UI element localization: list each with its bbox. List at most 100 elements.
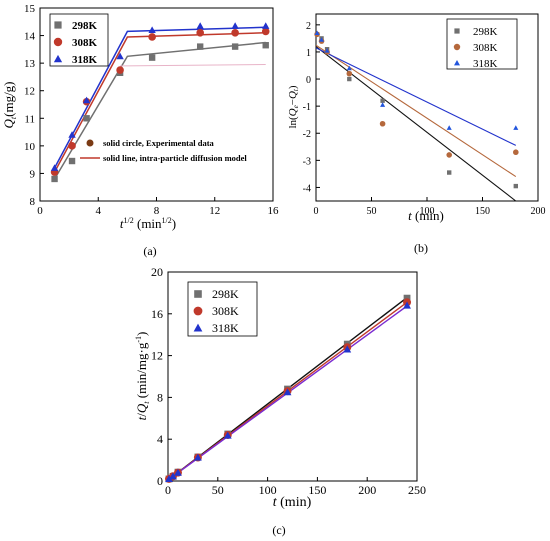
- panel-c-point-318K: [165, 475, 173, 483]
- panel-a-xtick-label: 16: [268, 205, 280, 217]
- panel-c-ytick-label: 8: [157, 390, 163, 404]
- annotation-marker-icon: [86, 139, 94, 147]
- panel-b-legend-marker-298K: [454, 28, 460, 34]
- panel-b-xtick-label: 200: [531, 206, 546, 217]
- panel-a-point-318K: [50, 164, 59, 171]
- panel-a-ytick-label: 14: [24, 31, 36, 43]
- panel-b-point-318K: [324, 48, 330, 53]
- panel-b-point-318K: [319, 37, 325, 42]
- panel-c-xtick-label: 150: [308, 483, 326, 497]
- panel-c-ytick-label: 12: [151, 349, 163, 363]
- panel-c-ylabel: t/Qt (min/mg·g-1): [134, 332, 151, 421]
- panel-c-xtick-label: 200: [358, 483, 376, 497]
- panel-c-point-318K: [174, 468, 182, 476]
- panel-b-legend: 298K 308K 318K: [446, 18, 518, 70]
- panel-b-ytick-label: 1: [306, 48, 311, 59]
- annotation-experimental: solid circle, Experimental data: [103, 138, 215, 148]
- panel-c-legend-marker-308K: [193, 306, 203, 316]
- panel-b-legend-label-308K: 308K: [473, 42, 498, 54]
- panel-a-ylabel: Qt(mg/g): [1, 81, 18, 128]
- panel-a-point-318K: [196, 22, 204, 29]
- panel-a-point-298K: [196, 43, 204, 50]
- panel-a-point-318K: [231, 22, 239, 29]
- panel-a-point-298K: [51, 175, 58, 183]
- panel-b-point-308K: [346, 70, 353, 77]
- panel-c-xtick-label: 0: [165, 483, 171, 497]
- panel-c-legend-marker-318K: [193, 323, 203, 332]
- panel-a-point-298K: [148, 54, 156, 61]
- panel-a-ytick-label: 13: [24, 58, 36, 70]
- panel-c-point-318K: [193, 453, 202, 461]
- panel-b-point-318K: [314, 30, 320, 35]
- panel-a-legend-label-318K: 318K: [72, 54, 98, 66]
- panel-c-point-298K: [403, 294, 411, 302]
- panel-b-point-298K: [380, 98, 385, 103]
- panel-c-legend-label-298K: 298K: [212, 287, 239, 301]
- panel-a-annotation: solid circle, Experimental data solid li…: [80, 138, 247, 163]
- panel-c-legend-marker-298K: [194, 290, 202, 298]
- panel-a-ytick-label: 9: [30, 168, 36, 180]
- panel-a-legend-label-298K: 298K: [72, 20, 98, 32]
- panel-a-point-308K: [196, 29, 204, 37]
- panel-a-point-318K: [116, 52, 124, 60]
- panel-a-ytick-label: 10: [24, 141, 36, 153]
- panel-a-point-318K: [148, 26, 156, 34]
- panel-a-xtick-label: 8: [154, 205, 160, 217]
- panel-a-legend: 298K 308K 318K: [49, 13, 109, 67]
- panel-c-ytick-label: 20: [151, 265, 163, 279]
- panel-a-ytick-label: 8: [30, 196, 36, 208]
- panel-b-point-298K: [447, 170, 452, 175]
- panel-a-fit-line-298K: [53, 41, 266, 180]
- panel-b-point-318K: [513, 125, 519, 130]
- panel-b-xtick-label: 150: [475, 206, 490, 217]
- panel-b-legend-marker-318K: [454, 60, 460, 66]
- panel-b-ylabel: ln(Qe−Qt): [287, 85, 300, 128]
- panel-a-point-298K: [262, 42, 269, 49]
- panel-a-point-308K: [68, 142, 76, 150]
- panel-c-xlabel: t (min): [273, 495, 312, 510]
- panel-a-point-298K: [68, 157, 76, 165]
- panel-b-ytick-label: -1: [303, 102, 311, 113]
- panel-b-legend-marker-308K: [453, 43, 461, 51]
- panel-b-point-308K: [446, 152, 453, 158]
- panel-a-point-298K: [231, 43, 239, 50]
- panel-b-point-308K: [379, 120, 386, 127]
- panel-a: 0 4 8 12 16 8 9 10 11 12 13 14 15 298K 308K 318K solid…: [1, 3, 279, 258]
- panel-b-xtick-label: 0: [314, 206, 319, 217]
- panel-a-xtick-label: 0: [37, 205, 43, 217]
- panel-a-caption: (a): [143, 244, 156, 258]
- panel-c-xtick-label: 50: [212, 483, 224, 497]
- panel-a-point-308K: [148, 33, 156, 41]
- panel-b-ytick-label: 2: [306, 21, 311, 32]
- panel-c-xtick-label: 100: [259, 483, 277, 497]
- panel-c-legend: 298K 308K 318K: [187, 281, 258, 337]
- panel-c: 0 50 100 150 200 250 0 4 8 12 16 20 298K 308K 318K t …: [134, 265, 426, 537]
- panel-b-point-318K: [346, 65, 352, 71]
- panel-b-ytick-label: 0: [306, 75, 311, 86]
- panel-a-point-308K: [116, 66, 124, 74]
- panel-a-ytick-label: 11: [24, 113, 35, 125]
- panel-c-point-318K: [283, 388, 292, 396]
- panel-a-point-308K: [231, 29, 239, 37]
- panel-c-ytick-label: 16: [151, 307, 163, 321]
- panel-b-ytick-label: -3: [303, 156, 311, 167]
- panel-c-point-318K: [223, 431, 232, 439]
- panel-b-legend-box: [446, 18, 518, 70]
- panel-a-ytick-label: 15: [24, 3, 36, 15]
- panel-c-xtick-label: 250: [408, 483, 426, 497]
- panel-b-point-318K: [446, 125, 452, 130]
- panel-a-point-318K: [262, 22, 270, 29]
- panel-b-legend-label-318K: 318K: [473, 58, 498, 70]
- panel-c-ytick-label: 0: [157, 474, 163, 488]
- annotation-model: solid line, intra-particle diffusion mod…: [103, 153, 247, 163]
- panel-a-xlabel: t1/2 (min1/2): [120, 216, 176, 231]
- panel-b-xlabel: t (min): [408, 208, 444, 223]
- panel-c-legend-label-308K: 308K: [212, 304, 239, 318]
- panel-c-legend-label-318K: 318K: [212, 321, 239, 335]
- panel-a-fit-line-318K: [53, 26, 266, 169]
- panel-b-legend-label-298K: 298K: [473, 26, 498, 38]
- panel-b-point-298K: [513, 183, 518, 189]
- panel-b-xtick-label: 100: [420, 206, 435, 217]
- panel-b-xtick-label: 50: [367, 206, 377, 217]
